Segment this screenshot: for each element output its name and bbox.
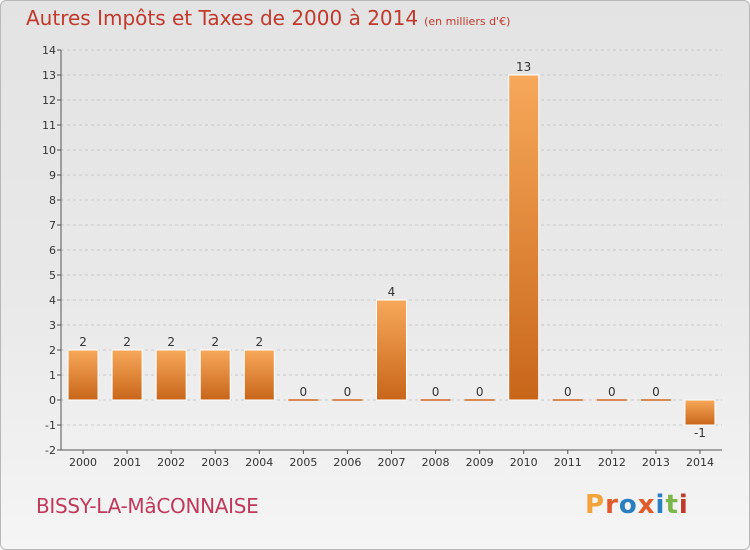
x-tick-label: 2009	[466, 456, 494, 469]
y-tick-label: 8	[49, 194, 56, 207]
bar-value-label: 0	[432, 385, 440, 399]
bar-value-label: 0	[344, 385, 352, 399]
y-tick-label: 11	[42, 119, 56, 132]
x-tick-label: 2004	[245, 456, 273, 469]
bar-value-label: 2	[211, 335, 219, 349]
y-tick-label: 13	[42, 69, 56, 82]
brand-letter: P	[585, 490, 606, 520]
bar	[155, 349, 187, 401]
bar-value-label: 2	[255, 335, 263, 349]
bar	[684, 399, 716, 426]
proxiti-logo: Proxiti	[585, 490, 689, 520]
y-tick-label: 2	[49, 344, 56, 357]
brand-letter: x	[637, 490, 656, 520]
x-tick-label: 2007	[378, 456, 406, 469]
x-tick-label: 2002	[157, 456, 185, 469]
x-tick-label: 2010	[510, 456, 538, 469]
bar-value-label: 13	[516, 60, 531, 74]
bar-value-label: 0	[564, 385, 572, 399]
bar	[376, 299, 407, 401]
y-tick-label: 3	[49, 319, 56, 332]
x-tick-label: 2001	[113, 456, 141, 469]
bar	[111, 349, 143, 401]
x-tick-label: 2013	[642, 456, 670, 469]
bar-value-label: 2	[167, 335, 175, 349]
y-tick-label: -1	[45, 419, 56, 432]
bar	[199, 349, 231, 401]
bar-value-label: 0	[652, 385, 660, 399]
bar	[243, 349, 275, 401]
bar-value-label: 4	[388, 285, 396, 299]
brand-letter: i	[678, 490, 689, 520]
bar-value-label: -1	[694, 426, 706, 440]
chart-title-text: Autres Impôts et Taxes de 2000 à 2014	[26, 6, 419, 30]
bar-value-label: 0	[608, 385, 616, 399]
bar	[67, 349, 99, 401]
chart-title: Autres Impôts et Taxes de 2000 à 2014 (en…	[26, 6, 510, 30]
bar-value-label: 2	[123, 335, 131, 349]
brand-letter: t	[665, 490, 679, 520]
y-tick-label: 14	[42, 44, 56, 57]
y-tick-label: 7	[49, 219, 56, 232]
y-tick-label: 1	[49, 369, 56, 382]
chart-unit-text: (en milliers d'€)	[424, 15, 511, 28]
commune-name: BISSY-LA-MâCONNAISE	[36, 494, 259, 518]
x-tick-label: 2014	[686, 456, 714, 469]
brand-letter: i	[655, 490, 666, 520]
y-tick-label: 10	[42, 144, 56, 157]
brand-letter: r	[605, 490, 619, 520]
y-tick-label: 9	[49, 169, 56, 182]
y-tick-label: -2	[45, 444, 56, 457]
x-tick-label: 2008	[422, 456, 450, 469]
x-tick-label: 2006	[333, 456, 361, 469]
bar	[508, 74, 540, 401]
y-tick-label: 4	[49, 294, 56, 307]
bar-value-label: 2	[79, 335, 87, 349]
x-tick-label: 2000	[69, 456, 97, 469]
x-tick-label: 2011	[554, 456, 582, 469]
x-tick-label: 2003	[201, 456, 229, 469]
y-tick-label: 12	[42, 94, 56, 107]
x-tick-label: 2005	[289, 456, 317, 469]
bar-value-label: 0	[476, 385, 484, 399]
brand-letter: o	[618, 490, 638, 520]
x-tick-label: 2012	[598, 456, 626, 469]
y-tick-label: 5	[49, 269, 56, 282]
y-tick-label: 6	[49, 244, 56, 257]
bar-value-label: 0	[300, 385, 308, 399]
y-tick-label: 0	[49, 394, 56, 407]
